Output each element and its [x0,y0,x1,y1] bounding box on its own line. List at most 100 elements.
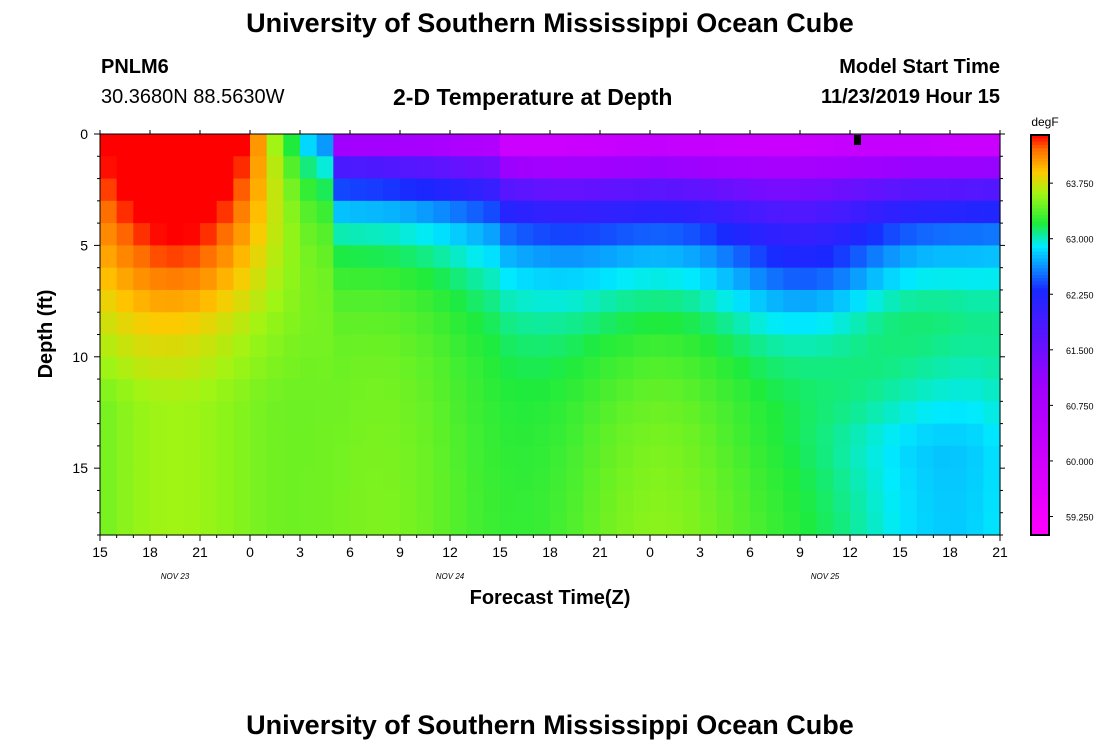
heatmap-cell [316,401,334,425]
heatmap-cell [833,156,851,180]
heatmap-cell [433,423,451,447]
heatmap-cell [283,223,301,246]
heatmap-cell [133,401,151,425]
heatmap-cell [216,468,234,492]
heatmap-cell [466,134,484,157]
heatmap-cell [450,334,468,358]
heatmap-cell [166,445,184,469]
heatmap-cell [766,445,784,469]
heatmap-cell [283,423,301,447]
heatmap-cell [716,445,734,469]
heatmap-cell [250,401,268,425]
heatmap-cell [566,178,584,202]
heatmap-cell [300,401,318,425]
heatmap-cell [100,334,118,358]
heatmap-cell [500,423,518,447]
heatmap-cell [566,134,584,157]
colorbar-segment [1031,385,1049,389]
heatmap-cell [616,156,634,180]
x-tick-label: 6 [746,544,754,560]
heatmap-cell [833,200,851,224]
colorbar-segment [1031,421,1049,426]
colorbar-tick-label: 62.250 [1066,290,1094,300]
heatmap-cell [566,245,584,269]
heatmap-cell [216,312,234,336]
heatmap-cell [650,289,668,313]
heatmap-cell [783,512,801,536]
heatmap-cell [216,156,234,180]
heatmap-cell [416,178,434,202]
heatmap-cell [116,490,134,514]
heatmap-cell [466,423,484,447]
heatmap-cell [550,468,568,492]
colorbar-segment [1031,258,1049,263]
heatmap-cell [916,490,934,514]
heatmap-cell [200,356,218,380]
heatmap-cell [366,401,384,425]
heatmap-cell [266,423,284,447]
heatmap-cell [700,267,718,291]
heatmap-cell [500,223,518,246]
heatmap-cell [833,379,851,402]
heatmap-cell [266,134,284,157]
heatmap-cell [583,512,601,536]
colorbar-segment [1031,455,1049,459]
heatmap-cell [866,356,884,380]
heatmap-cell [666,312,684,336]
colorbar-segment [1031,445,1049,449]
heatmap-cell [566,156,584,180]
heatmap-cell [700,156,718,180]
heatmap-cell [933,245,951,269]
heatmap-cell [716,490,734,514]
heatmap-cell [216,490,234,514]
heatmap-cell [633,490,651,514]
heatmap-cell [216,401,234,425]
heatmap-cell [733,156,751,180]
heatmap-cell [133,134,151,157]
heatmap-cell [833,245,851,269]
heatmap-cell [450,312,468,336]
heatmap-cell [383,223,401,246]
heatmap-cell [516,245,534,269]
model-start-value: 11/23/2019 Hour 15 [820,86,1000,108]
heatmap-cell [216,356,234,380]
heatmap-cell [950,356,968,380]
y-tick-label: 5 [80,237,88,253]
colorbar-segment [1031,425,1049,429]
heatmap-cell [233,468,251,492]
heatmap-cell [133,490,151,514]
heatmap-cell [366,423,384,447]
heatmap-cell [100,356,118,380]
heatmap-cell [400,178,418,202]
heatmap-cell [766,356,784,380]
heatmap-cell [383,423,401,447]
heatmap-cell [800,468,818,492]
heatmap-cell [883,512,901,536]
heatmap-cell [400,245,418,269]
colorbar-segment [1031,245,1049,249]
heatmap-cell [583,223,601,246]
colorbar-segment [1031,495,1049,499]
heatmap-cell [216,178,234,202]
heatmap-cell [450,468,468,492]
heatmap-cell [100,223,118,246]
heatmap-cell [633,356,651,380]
heatmap-cell [583,267,601,291]
heatmap-cell [900,267,918,291]
colorbar-segment [1031,188,1049,193]
heatmap-cell [750,490,768,514]
heatmap-cell [966,267,984,291]
heatmap-cell [950,490,968,514]
heatmap-cell [600,423,618,447]
heatmap-cell [216,289,234,313]
heatmap-cell [966,156,984,180]
heatmap-cell [133,512,151,536]
heatmap-cell [583,134,601,157]
heatmap-cell [766,512,784,536]
colorbar-segment [1031,338,1049,343]
heatmap-cell [416,200,434,224]
heatmap-cell [333,245,351,269]
heatmap-cell [750,334,768,358]
heatmap-cell [833,423,851,447]
heatmap-cell [283,289,301,313]
